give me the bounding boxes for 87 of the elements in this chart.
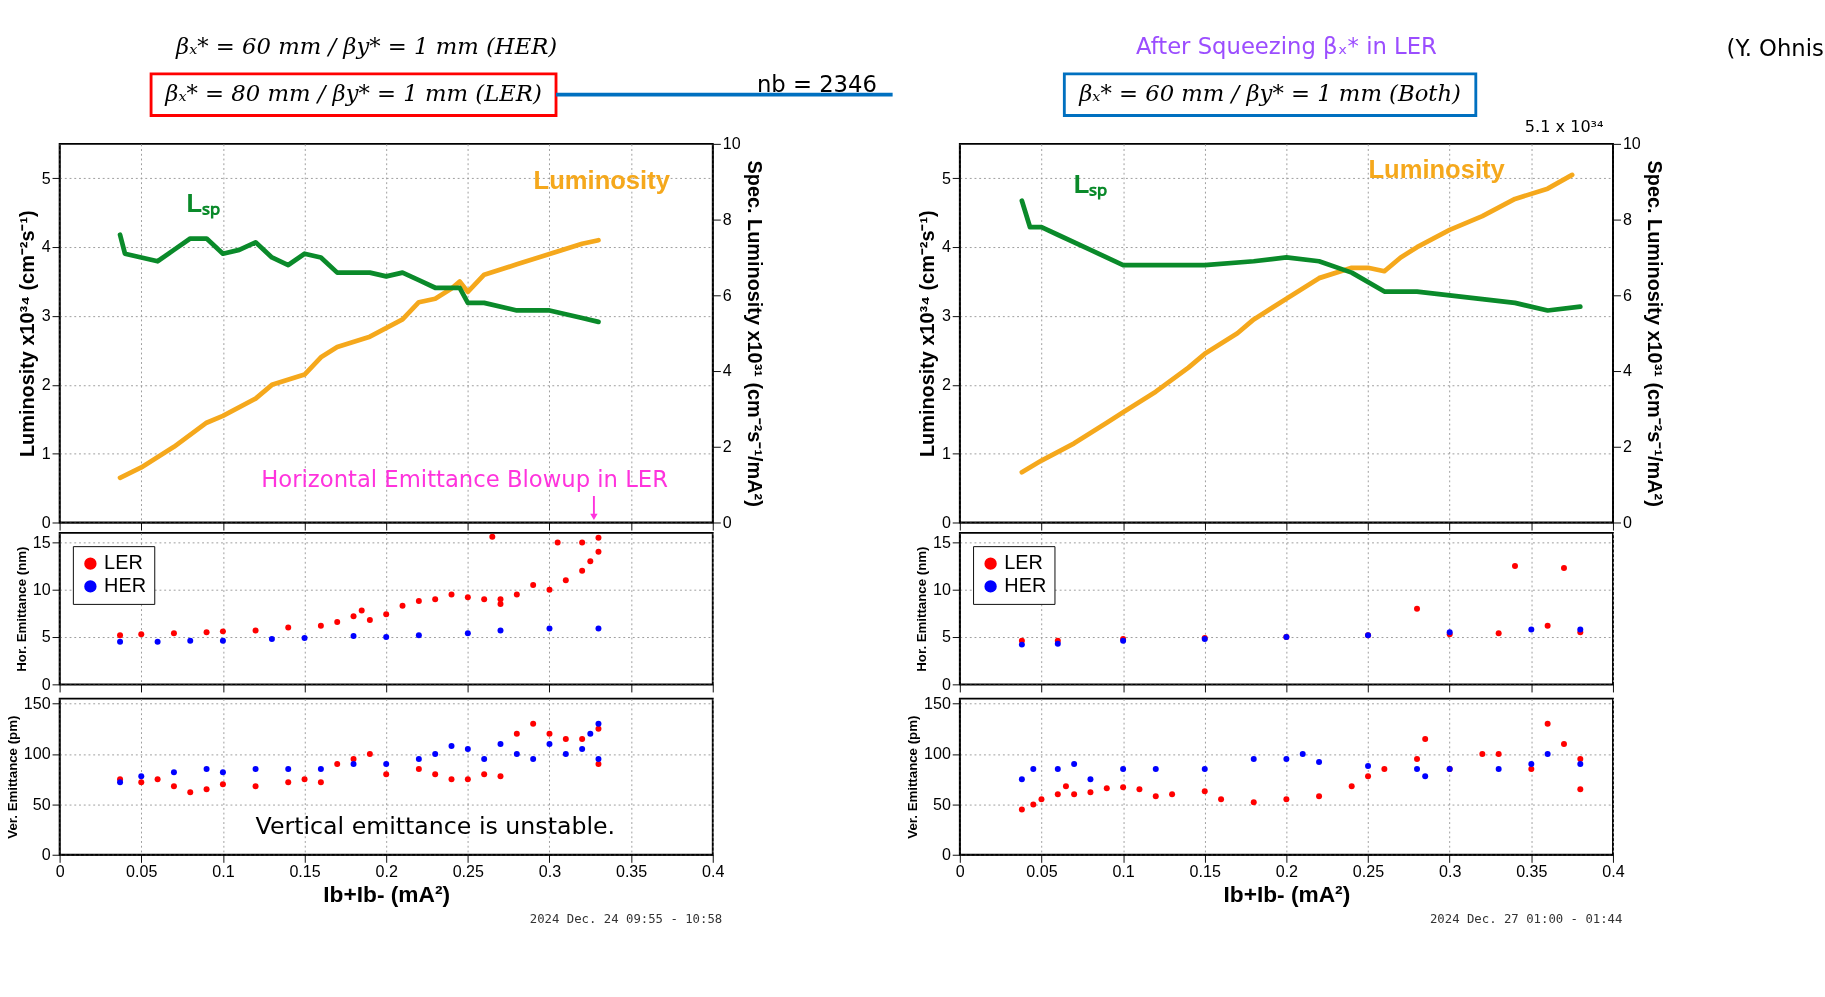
y-tick-label: 5 <box>41 627 51 646</box>
y2-tick-label: 8 <box>1622 209 1632 228</box>
annotation: Vertical emittance is unstable. <box>255 811 616 840</box>
y2-tick-label: 10 <box>722 134 741 153</box>
y-axis-title: Ver. Emittance (pm) <box>905 715 921 839</box>
y-axis-title: Luminosity x10³⁴ (cm⁻²s⁻¹) <box>916 210 939 458</box>
legend-label: LER <box>104 551 143 574</box>
y-tick-label: 0 <box>941 674 951 693</box>
x-tick-label: 0.25 <box>1352 862 1385 881</box>
y-tick-label: 3 <box>941 306 951 325</box>
text: 5.1 x 10³⁴ <box>1524 116 1604 136</box>
x-tick-label: 0.35 <box>615 862 648 881</box>
y-tick-label: 1 <box>41 443 51 462</box>
y-tick-label: 0 <box>941 512 951 531</box>
y-axis-title: Hor. Emittance (nm) <box>914 546 930 672</box>
y-tick-label: 0 <box>41 674 51 693</box>
legend-label: LER <box>1004 551 1043 574</box>
y-tick-label: 15 <box>932 532 951 551</box>
x-tick-label: 0.2 <box>375 862 398 881</box>
chart-title: βₓ* = 60 mm / βy* = 1 mm (HER) <box>175 32 558 59</box>
y2-tick-label: 2 <box>722 437 732 455</box>
x-axis-title: Ib+Ib- (mA²) <box>323 880 451 907</box>
y-tick-label: 2 <box>41 375 51 394</box>
y-axis-title: Hor. Emittance (nm) <box>14 546 30 672</box>
y-tick-label: 1 <box>941 443 951 462</box>
y2-tick-label: 10 <box>1622 134 1641 153</box>
x-tick-label: 0.4 <box>1602 862 1625 881</box>
y2-tick-label: 0 <box>1622 512 1632 531</box>
series-label: Lₛₚ <box>186 189 221 220</box>
x-tick-label: 0.3 <box>1438 862 1462 881</box>
y2-axis-title: Spec. Luminosity x10³¹ (cm⁻²s⁻¹/mA²) <box>1644 160 1667 507</box>
text: nb = 2346 <box>756 70 877 97</box>
x-tick-label: 0.25 <box>452 862 485 881</box>
y-tick-label: 5 <box>41 168 51 187</box>
x-tick-label: 0.15 <box>1189 862 1221 881</box>
y-tick-label: 0 <box>41 512 51 531</box>
x-axis-title: Ib+Ib- (mA²) <box>1223 880 1351 907</box>
y2-tick-label: 2 <box>1622 437 1632 455</box>
text: 2024 Dec. 24 09:55 - 10:58 <box>529 911 723 926</box>
y-tick-label: 5 <box>941 168 951 187</box>
y-tick-label: 50 <box>932 794 951 813</box>
y-tick-label: 100 <box>23 744 51 763</box>
y2-tick-label: 4 <box>722 361 732 380</box>
text: Luminosity <box>533 166 671 195</box>
series-label: Lₛₚ <box>1073 170 1108 201</box>
y-axis-title: Ver. Emittance (pm) <box>5 715 21 839</box>
x-tick-label: 0.4 <box>702 862 725 881</box>
x-tick-label: 0.1 <box>212 862 235 881</box>
y-tick-label: 150 <box>924 693 951 712</box>
y2-tick-label: 6 <box>722 285 732 304</box>
y-tick-label: 0 <box>941 844 951 863</box>
y-tick-label: 2 <box>941 375 951 394</box>
x-tick-label: 0 <box>955 862 965 881</box>
chart-subtitle: βₓ* = 80 mm / βy* = 1 mm (LER) <box>164 80 542 107</box>
y-tick-label: 5 <box>941 627 951 646</box>
series-label: Luminosity <box>1368 154 1506 183</box>
y-tick-label: 50 <box>32 794 51 813</box>
y-axis-title: Luminosity x10³⁴ (cm⁻²s⁻¹) <box>16 210 39 458</box>
y-tick-label: 0 <box>41 844 51 863</box>
text: (Y. Ohnis <box>1726 34 1824 61</box>
x-tick-label: 0.1 <box>1112 862 1135 881</box>
text: 2024 Dec. 27 01:00 - 01:44 <box>1429 911 1623 926</box>
y-tick-label: 4 <box>941 237 951 256</box>
chart-subtitle: βₓ* = 60 mm / βy* = 1 mm (Both) <box>1078 80 1461 107</box>
x-tick-label: 0.2 <box>1275 862 1299 881</box>
y2-tick-label: 6 <box>1622 285 1632 304</box>
x-tick-label: 0.35 <box>1516 862 1548 881</box>
chart-title: After Squeezing βₓ* in LER <box>1135 32 1438 59</box>
legend-label: HER <box>1004 574 1047 597</box>
annotation: Horizontal Emittance Blowup in LER <box>261 465 669 492</box>
legend-label: HER <box>104 574 147 597</box>
y2-tick-label: 0 <box>722 512 732 531</box>
y-tick-label: 150 <box>23 693 51 712</box>
x-tick-label: 0.05 <box>1026 862 1058 881</box>
y-tick-label: 100 <box>924 744 951 763</box>
y-tick-label: 4 <box>41 237 51 256</box>
x-tick-label: 0.15 <box>289 862 321 881</box>
y-tick-label: 15 <box>32 532 51 551</box>
x-tick-label: 0.3 <box>538 862 562 881</box>
y2-tick-label: 8 <box>722 209 732 228</box>
y-tick-label: 10 <box>32 579 51 598</box>
x-tick-label: 0 <box>55 862 65 881</box>
y-tick-label: 10 <box>932 579 951 598</box>
x-tick-label: 0.05 <box>126 862 158 881</box>
y2-axis-title: Spec. Luminosity x10³¹ (cm⁻²s⁻¹/mA²) <box>744 160 767 507</box>
y-tick-label: 3 <box>41 306 51 325</box>
y2-tick-label: 4 <box>1622 361 1632 380</box>
